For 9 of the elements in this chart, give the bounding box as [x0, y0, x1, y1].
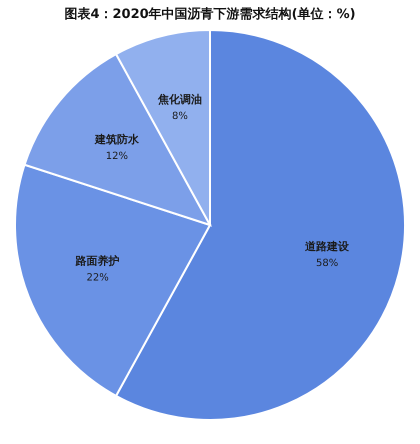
slice-label: 道路建设 — [304, 240, 350, 254]
data-label: 12% — [106, 150, 128, 162]
slice-label: 焦化调油 — [156, 92, 202, 106]
data-label: 8% — [172, 110, 188, 122]
chart-title: 图表4：2020年中国沥青下游需求结构(单位：%) — [64, 6, 356, 22]
data-label: 22% — [86, 272, 109, 284]
data-label: 58% — [316, 258, 338, 270]
slice-label: 路面养护 — [74, 254, 120, 268]
slice-label: 建筑防水 — [94, 132, 140, 146]
